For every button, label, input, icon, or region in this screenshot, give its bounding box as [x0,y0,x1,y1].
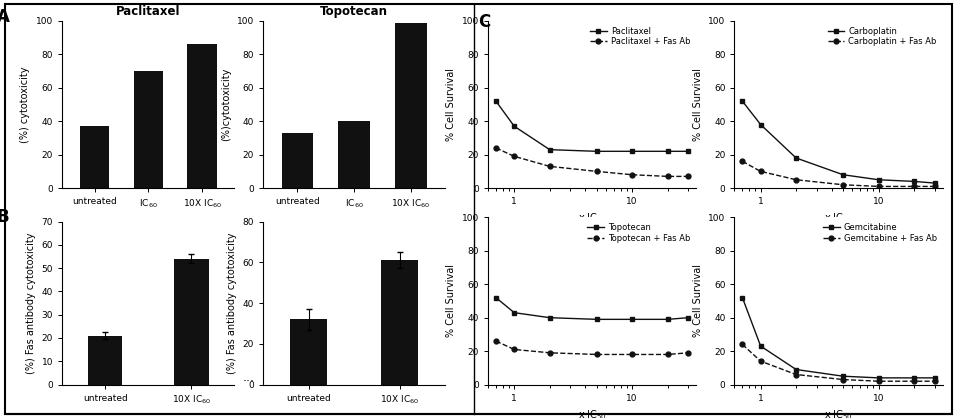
Carboplatin + Fas Ab [929,184,941,189]
Carboplatin [837,172,849,177]
Gemcitabine + Fas Ab [873,379,884,384]
Topotecan [626,317,637,322]
Paclitaxel [544,147,555,152]
Paclitaxel + Fas Ab [590,169,602,174]
Topotecan [682,315,694,320]
Paclitaxel + Fas Ab [508,154,520,159]
Y-axis label: % Cell Survival: % Cell Survival [693,68,702,141]
Text: A: A [0,8,10,25]
Y-axis label: (%) Fas antibody cytotoxicity: (%) Fas antibody cytotoxicity [26,232,36,374]
Topotecan + Fas Ab [626,352,637,357]
Carboplatin + Fas Ab [837,182,849,187]
Y-axis label: (%) cytotoxicity: (%) cytotoxicity [20,66,31,143]
Title: Topotecan: Topotecan [320,5,389,18]
Gemcitabine + Fas Ab [790,372,802,377]
X-axis label: x IC$_{50}$: x IC$_{50}$ [824,212,853,225]
Bar [291,319,327,385]
Line: Paclitaxel: Paclitaxel [494,99,691,154]
Topotecan + Fas Ab [590,352,602,357]
Bar [134,71,163,188]
Line: Paclitaxel + Fas Ab: Paclitaxel + Fas Ab [494,145,691,179]
Bar [395,23,427,188]
Y-axis label: (%)cytotoxicity: (%)cytotoxicity [221,68,232,141]
X-axis label: x IC$_{50}$: x IC$_{50}$ [578,408,607,418]
Bar [88,336,122,385]
Paclitaxel + Fas Ab [490,145,501,150]
Carboplatin [873,177,884,182]
Carboplatin [737,99,748,104]
Text: B: B [0,209,10,227]
Gemcitabine [837,374,849,379]
Gemcitabine + Fas Ab [755,359,767,364]
Line: Topotecan: Topotecan [494,295,691,322]
Bar [79,126,109,188]
Topotecan [490,295,501,300]
Y-axis label: (%) Fas antibody cytotoxicity: (%) Fas antibody cytotoxicity [227,232,237,374]
Carboplatin [929,181,941,186]
Paclitaxel [682,149,694,154]
Y-axis label: % Cell Survival: % Cell Survival [446,68,456,141]
Gemcitabine [790,367,802,372]
Y-axis label: % Cell Survival: % Cell Survival [446,265,456,337]
Gemcitabine + Fas Ab [908,379,920,384]
Carboplatin + Fas Ab [873,184,884,189]
Topotecan [508,310,520,315]
Carboplatin + Fas Ab [908,184,920,189]
Carboplatin [755,122,767,127]
Paclitaxel [662,149,674,154]
Topotecan + Fas Ab [544,350,555,355]
Title: Paclitaxel: Paclitaxel [116,5,181,18]
Y-axis label: % Cell Survival: % Cell Survival [693,265,702,337]
Topotecan + Fas Ab [490,339,501,344]
Legend: Paclitaxel, Paclitaxel + Fas Ab: Paclitaxel, Paclitaxel + Fas Ab [589,25,692,48]
Bar [188,44,217,188]
Paclitaxel + Fas Ab [626,172,637,177]
X-axis label: x IC$_{50}$: x IC$_{50}$ [578,212,607,225]
Line: Carboplatin: Carboplatin [740,99,937,186]
Gemcitabine + Fas Ab [929,379,941,384]
Legend: Carboplatin, Carboplatin + Fas Ab: Carboplatin, Carboplatin + Fas Ab [826,25,939,48]
Legend: Topotecan, Topotecan + Fas Ab: Topotecan, Topotecan + Fas Ab [586,222,692,245]
Gemcitabine [755,344,767,349]
Gemcitabine + Fas Ab [837,377,849,382]
Carboplatin + Fas Ab [790,177,802,182]
Bar [174,259,209,385]
Text: ...: ... [243,371,256,384]
Paclitaxel + Fas Ab [544,164,555,169]
Text: C: C [478,13,491,31]
Line: Topotecan + Fas Ab: Topotecan + Fas Ab [494,339,691,357]
Topotecan + Fas Ab [682,350,694,355]
Bar [382,260,418,385]
Topotecan + Fas Ab [662,352,674,357]
Gemcitabine [873,375,884,380]
Line: Gemcitabine + Fas Ab: Gemcitabine + Fas Ab [740,342,937,384]
X-axis label: x IC$_{50}$: x IC$_{50}$ [824,408,853,418]
Gemcitabine [737,295,748,300]
Paclitaxel [508,124,520,129]
Line: Gemcitabine: Gemcitabine [740,295,937,380]
Bar [281,133,313,188]
Legend: Gemcitabine, Gemcitabine + Fas Ab: Gemcitabine, Gemcitabine + Fas Ab [821,222,939,245]
Gemcitabine [929,375,941,380]
Paclitaxel [626,149,637,154]
Topotecan + Fas Ab [508,347,520,352]
Line: Carboplatin + Fas Ab: Carboplatin + Fas Ab [740,159,937,189]
Topotecan [544,315,555,320]
Topotecan [590,317,602,322]
Paclitaxel + Fas Ab [682,174,694,179]
Topotecan [662,317,674,322]
Bar [339,121,369,188]
Carboplatin [908,179,920,184]
Carboplatin [790,155,802,161]
Paclitaxel + Fas Ab [662,174,674,179]
Gemcitabine [908,375,920,380]
Paclitaxel [590,149,602,154]
Gemcitabine + Fas Ab [737,342,748,347]
Carboplatin + Fas Ab [755,169,767,174]
Carboplatin + Fas Ab [737,159,748,164]
Paclitaxel [490,99,501,104]
